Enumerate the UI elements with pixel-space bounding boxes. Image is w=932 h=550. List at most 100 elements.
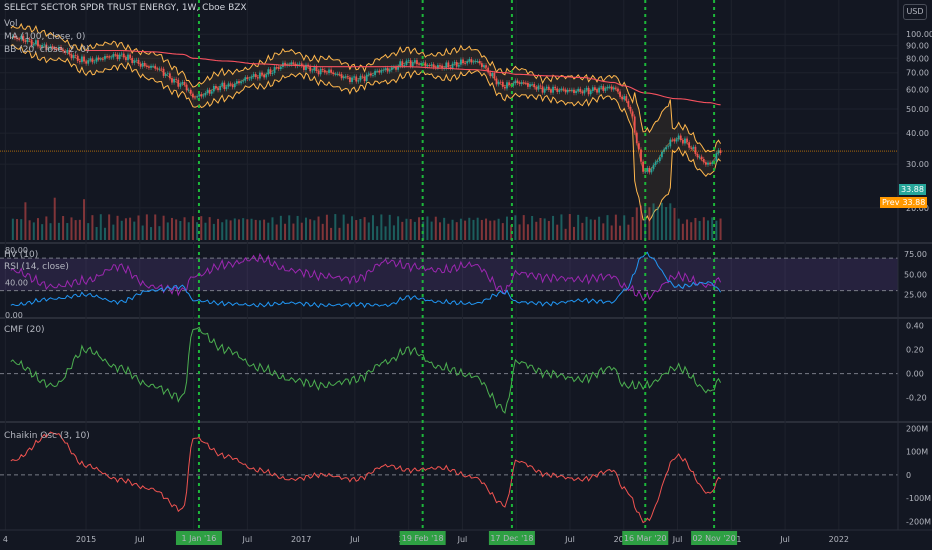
volume-bar xyxy=(225,219,228,240)
candle-body xyxy=(441,65,443,69)
candle-body xyxy=(612,87,615,90)
rsi-axis-tick: 75.00 xyxy=(904,250,927,259)
candle-body xyxy=(189,89,192,94)
candle-body xyxy=(238,81,240,84)
legend-cmf[interactable]: CMF (20) xyxy=(4,325,45,335)
candle-body xyxy=(179,83,182,87)
candle-body xyxy=(711,162,714,164)
candle-body xyxy=(244,77,247,81)
volume-bar xyxy=(397,216,400,240)
candle-body xyxy=(518,82,521,85)
candle-body xyxy=(267,69,270,75)
volume-bar xyxy=(288,215,291,240)
candle-body xyxy=(704,162,707,165)
candle-body xyxy=(340,74,343,79)
volume-bar xyxy=(313,220,316,240)
candle-body xyxy=(47,47,50,50)
legend-bb[interactable]: BB (20, close, 2, 0) xyxy=(4,45,90,55)
volume-bar xyxy=(342,214,345,240)
candle-body xyxy=(116,54,119,60)
volume-bar xyxy=(204,222,207,240)
volume-bar xyxy=(129,217,132,240)
candle-body xyxy=(591,87,594,91)
candle-body xyxy=(679,135,682,141)
volume-bar xyxy=(493,220,496,240)
volume-bar xyxy=(543,218,546,240)
candle-body xyxy=(137,59,140,64)
volume-bar xyxy=(229,220,232,240)
rsi-line xyxy=(10,252,722,302)
rsi-band-fill xyxy=(0,258,898,291)
candle-body xyxy=(355,76,358,82)
volume-bar xyxy=(673,208,676,240)
candle-body xyxy=(489,72,492,77)
candle-body xyxy=(89,58,92,61)
x-axis-tick: 4 xyxy=(3,535,8,544)
volume-bar xyxy=(552,215,555,240)
x-axis-tick: Jul xyxy=(564,535,575,544)
candle-body xyxy=(524,82,527,84)
volume-bar xyxy=(635,207,638,240)
volume-bar xyxy=(464,220,467,240)
candle-body xyxy=(447,62,450,68)
candle-body xyxy=(587,87,590,95)
candle-body xyxy=(315,66,318,71)
candle-body xyxy=(24,41,27,43)
legend-hv[interactable]: HV (10) xyxy=(4,250,39,260)
candle-body xyxy=(233,83,236,88)
volume-bar xyxy=(158,226,161,240)
candle-body xyxy=(321,68,324,71)
candle-body xyxy=(83,56,85,62)
date-marker-label: 19 Feb '18 xyxy=(402,534,444,543)
volume-bar xyxy=(627,224,630,240)
candle-body xyxy=(225,86,228,90)
ma-100-line xyxy=(86,49,721,106)
candle-body xyxy=(405,60,408,66)
prev-value: 33.88 xyxy=(902,198,926,207)
candle-body xyxy=(640,149,642,162)
last-price-tag: 33.88 xyxy=(899,184,926,195)
candle-body xyxy=(210,91,213,94)
legend-ma[interactable]: MA (100, close, 0) xyxy=(4,32,86,42)
candle-body xyxy=(541,86,544,93)
candle-body xyxy=(501,81,504,87)
candle-body xyxy=(407,60,410,62)
candle-body xyxy=(70,54,73,59)
volume-bar xyxy=(145,214,148,240)
candle-body xyxy=(342,76,345,79)
candle-body xyxy=(60,46,62,50)
candle-body xyxy=(311,70,314,72)
volume-bar xyxy=(196,222,199,240)
candle-body xyxy=(223,82,226,90)
candle-body xyxy=(554,86,557,89)
candle-body xyxy=(401,61,404,66)
legend-vol[interactable]: Vol xyxy=(4,19,18,29)
candle-body xyxy=(110,57,113,59)
legend-chaikin[interactable]: Chaikin Osc (3, 10) xyxy=(4,431,90,441)
candle-body xyxy=(690,147,693,149)
candle-body xyxy=(143,62,146,66)
volume-bar xyxy=(284,223,287,240)
candle-body xyxy=(485,65,487,68)
candle-body xyxy=(376,70,379,72)
candle-body xyxy=(531,84,534,85)
candle-body xyxy=(602,86,605,91)
rsi-axis-tick: 50.00 xyxy=(904,270,927,279)
candle-body xyxy=(472,61,475,63)
bb-upper-line xyxy=(10,22,722,153)
chaikin-axis-tick: 0 xyxy=(906,471,911,480)
candle-body xyxy=(411,62,414,67)
volume-bar xyxy=(321,223,324,240)
volume-bar xyxy=(681,223,684,240)
volume-bar xyxy=(451,219,454,240)
candle-body xyxy=(646,167,649,172)
volume-bar xyxy=(459,218,462,240)
volume-bar xyxy=(698,220,701,240)
candle-body xyxy=(221,82,224,87)
candle-body xyxy=(192,93,194,98)
legend-rsi[interactable]: RSI (14, close) xyxy=(4,262,69,272)
currency-button[interactable]: USD xyxy=(903,4,927,20)
candle-body xyxy=(573,89,575,94)
candle-body xyxy=(129,54,132,58)
